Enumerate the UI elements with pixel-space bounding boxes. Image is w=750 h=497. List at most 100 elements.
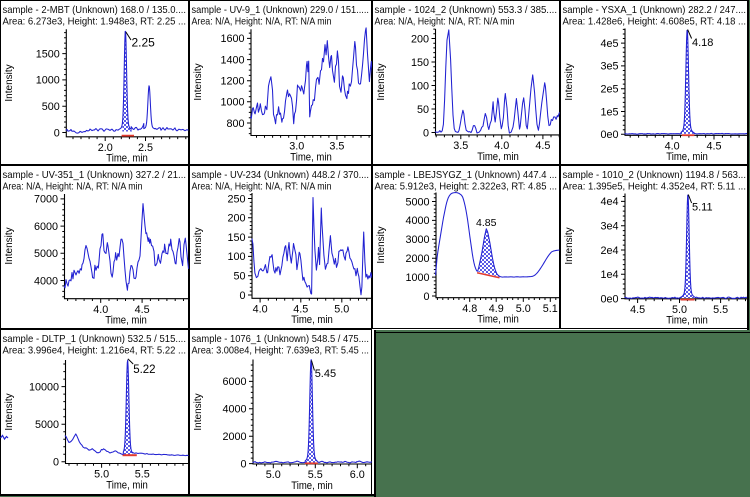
svg-text:5.0: 5.0 xyxy=(334,304,349,316)
svg-text:4.8: 4.8 xyxy=(462,303,477,315)
svg-text:4e5: 4e5 xyxy=(600,38,618,50)
svg-text:2e4: 2e4 xyxy=(600,245,618,257)
svg-text:1000: 1000 xyxy=(220,97,244,109)
svg-text:5000: 5000 xyxy=(405,196,429,208)
svg-text:4.0: 4.0 xyxy=(253,304,268,316)
svg-text:10000: 10000 xyxy=(29,381,59,393)
svg-text:5000: 5000 xyxy=(34,248,58,260)
svg-text:5.5: 5.5 xyxy=(135,469,150,481)
svg-text:Intensity: Intensity xyxy=(4,393,15,430)
svg-text:1000: 1000 xyxy=(405,272,429,284)
svg-text:100: 100 xyxy=(227,251,245,263)
svg-text:Time, min: Time, min xyxy=(666,151,708,163)
svg-text:4.0: 4.0 xyxy=(665,141,680,153)
svg-text:1e4: 1e4 xyxy=(600,269,618,281)
svg-text:4.18: 4.18 xyxy=(692,37,713,49)
svg-text:4.0: 4.0 xyxy=(494,140,509,152)
svg-text:6.0: 6.0 xyxy=(350,469,365,481)
svg-text:5.11: 5.11 xyxy=(692,201,713,213)
svg-text:Time, min: Time, min xyxy=(477,314,519,326)
svg-text:Intensity: Intensity xyxy=(193,393,204,430)
svg-text:4000: 4000 xyxy=(222,404,246,416)
svg-text:4.5: 4.5 xyxy=(535,140,550,152)
svg-text:sample - YSXA_1 (Unknown) 282.: sample - YSXA_1 (Unknown) 282.2 / 247...… xyxy=(563,5,747,16)
svg-text:Area: 3.008e4, Height: 7.639e3: Area: 3.008e4, Height: 7.639e3, RT: 5.45… xyxy=(192,346,370,357)
svg-text:2e5: 2e5 xyxy=(600,84,618,96)
svg-text:sample - 1076_1 (Unknown) 548.: sample - 1076_1 (Unknown) 548.5 / 475...… xyxy=(192,334,370,345)
svg-text:150: 150 xyxy=(227,232,245,244)
svg-text:Intensity: Intensity xyxy=(564,63,575,100)
svg-text:5000: 5000 xyxy=(35,419,59,431)
svg-text:250: 250 xyxy=(227,193,245,205)
svg-text:2.25: 2.25 xyxy=(132,36,156,50)
svg-text:50: 50 xyxy=(417,104,429,116)
svg-text:100: 100 xyxy=(411,80,429,92)
svg-text:0: 0 xyxy=(54,127,60,139)
svg-text:6000: 6000 xyxy=(222,376,246,388)
svg-text:2000: 2000 xyxy=(222,431,246,443)
svg-text:3.5: 3.5 xyxy=(329,141,344,153)
svg-text:Time, min: Time, min xyxy=(291,314,333,326)
svg-text:0: 0 xyxy=(240,458,246,470)
svg-text:0e0: 0e0 xyxy=(600,129,618,141)
svg-text:5.0: 5.0 xyxy=(266,469,281,481)
svg-text:50: 50 xyxy=(233,271,245,283)
svg-text:0: 0 xyxy=(423,291,429,303)
svg-text:4.85: 4.85 xyxy=(476,217,497,229)
svg-text:4.0: 4.0 xyxy=(93,304,108,316)
svg-text:sample - 1010_2 (Unknown) 1194: sample - 1010_2 (Unknown) 1194.8 / 563..… xyxy=(563,170,747,181)
svg-text:sample - 2-MBT (Unknown) 168.0: sample - 2-MBT (Unknown) 168.0 / 135.0..… xyxy=(3,5,187,16)
svg-text:0: 0 xyxy=(423,127,429,139)
svg-text:Time, min: Time, min xyxy=(106,153,148,165)
svg-text:3e4: 3e4 xyxy=(600,221,618,233)
svg-text:Area: 6.273e3, Height: 1.948e3: Area: 6.273e3, Height: 1.948e3, RT: 2.25… xyxy=(3,17,187,28)
svg-text:Area: N/A, Height: N/A, RT: N/: Area: N/A, Height: N/A, RT: N/A min xyxy=(192,182,332,193)
svg-text:Area: N/A, Height: N/A, RT: N/: Area: N/A, Height: N/A, RT: N/A min xyxy=(3,182,143,193)
svg-text:Time, min: Time, min xyxy=(477,151,519,163)
svg-text:1000: 1000 xyxy=(36,75,60,87)
svg-text:1e5: 1e5 xyxy=(600,106,618,118)
svg-text:200: 200 xyxy=(227,213,245,225)
svg-text:sample - UV-9_1 (Unknown) 229.: sample - UV-9_1 (Unknown) 229.0 / 151...… xyxy=(192,5,370,16)
svg-text:Area: 1.428e6, Height: 4.608e5: Area: 1.428e6, Height: 4.608e5, RT: 4.18… xyxy=(563,17,747,28)
svg-text:Area: 5.912e3, Height: 2.322e3: Area: 5.912e3, Height: 2.322e3, RT: 4.85… xyxy=(375,182,558,193)
svg-text:3e5: 3e5 xyxy=(600,61,618,73)
svg-text:5.22: 5.22 xyxy=(133,364,155,376)
svg-text:Intensity: Intensity xyxy=(193,227,204,264)
svg-text:150: 150 xyxy=(411,57,429,69)
svg-text:Area: N/A, Height: N/A, RT: N/: Area: N/A, Height: N/A, RT: N/A min xyxy=(192,17,332,28)
svg-text:Area: 3.996e4, Height: 1.216e4: Area: 3.996e4, Height: 1.216e4, RT: 5.22… xyxy=(3,346,187,357)
svg-text:7000: 7000 xyxy=(34,194,58,206)
svg-text:Area: N/A, Height: N/A, RT: N/: Area: N/A, Height: N/A, RT: N/A min xyxy=(375,17,515,28)
svg-text:Intensity: Intensity xyxy=(4,227,15,264)
svg-text:4.5: 4.5 xyxy=(706,141,721,153)
svg-text:5.5: 5.5 xyxy=(713,304,728,316)
svg-text:4.5: 4.5 xyxy=(630,304,645,316)
svg-text:Time, min: Time, min xyxy=(290,151,332,163)
svg-text:4000: 4000 xyxy=(405,215,429,227)
svg-text:sample - UV-351_1 (Unknown) 32: sample - UV-351_1 (Unknown) 327.2 / 21..… xyxy=(3,170,187,181)
svg-text:1200: 1200 xyxy=(220,76,244,88)
svg-text:500: 500 xyxy=(42,101,60,113)
svg-text:4.5: 4.5 xyxy=(135,304,150,316)
svg-text:200: 200 xyxy=(411,33,429,45)
svg-text:Time, min: Time, min xyxy=(666,315,708,327)
svg-text:800: 800 xyxy=(226,118,244,130)
svg-text:Intensity: Intensity xyxy=(376,226,387,263)
svg-text:1600: 1600 xyxy=(220,33,244,45)
svg-text:4.5: 4.5 xyxy=(293,304,308,316)
svg-text:sample - LBEJSYGZ_1 (Unknown): sample - LBEJSYGZ_1 (Unknown) 447.4 ... xyxy=(375,170,558,181)
svg-text:1500: 1500 xyxy=(36,48,60,60)
svg-text:5.0: 5.0 xyxy=(516,303,531,315)
svg-text:Time, min: Time, min xyxy=(291,480,333,492)
svg-text:sample - 1024_2 (Unknown) 553.: sample - 1024_2 (Unknown) 553.3 / 385...… xyxy=(375,5,558,16)
svg-text:Time, min: Time, min xyxy=(105,315,147,327)
svg-text:2.0: 2.0 xyxy=(98,142,113,154)
svg-text:Intensity: Intensity xyxy=(376,63,387,100)
svg-text:4000: 4000 xyxy=(34,275,58,287)
svg-text:0: 0 xyxy=(239,290,245,302)
svg-text:0e0: 0e0 xyxy=(600,293,618,305)
svg-text:sample - DLTP_1 (Unknown) 532.: sample - DLTP_1 (Unknown) 532.5 / 515...… xyxy=(3,334,187,345)
svg-text:5.45: 5.45 xyxy=(315,368,336,380)
svg-text:3.0: 3.0 xyxy=(289,141,304,153)
